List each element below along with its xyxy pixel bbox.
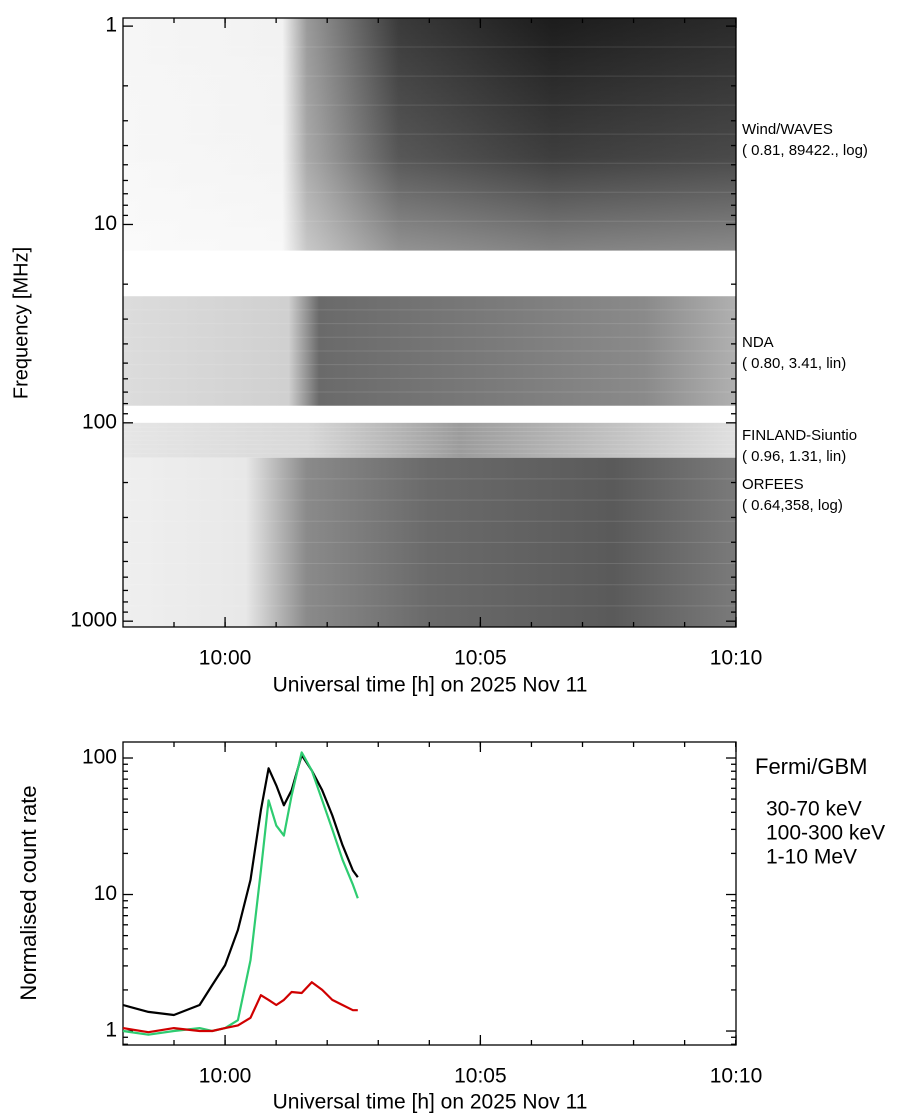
legend-entry: 1-10 MeV: [766, 846, 857, 869]
spectrum-band: [123, 457, 736, 627]
line-chart: 10:00 10:05 10:10 1 10 100: [82, 741, 763, 1088]
x-tick-label: 10:10: [710, 1065, 763, 1088]
legend-title: Fermi/GBM: [755, 754, 867, 779]
x-tick-label: 10:00: [199, 647, 252, 670]
y-tick-label: 10: [94, 212, 117, 235]
series-line: [122, 981, 358, 1034]
band-params: ( 0.96, 1.31, lin): [742, 448, 846, 465]
y-tick-label: 1: [105, 1019, 117, 1042]
spectrogram-axes: 10:00 10:05 10:10 1 10 100 1000: [70, 14, 762, 670]
band-params: ( 0.80, 3.41, lin): [742, 355, 846, 372]
legend-entry: 30-70 keV: [766, 798, 862, 821]
band-label: Wind/WAVES: [742, 121, 833, 138]
y-axis-label: Frequency [MHz]: [10, 247, 32, 399]
y-tick-label: 10: [94, 882, 117, 905]
series-line: [122, 751, 359, 1036]
series-line: [122, 754, 359, 1017]
y-tick-label: 100: [82, 410, 117, 433]
band-label: ORFEES: [742, 476, 804, 493]
plot-frame: [122, 741, 737, 1046]
band-params: ( 0.81, 89422., log): [742, 142, 868, 159]
y-tick-label: 1: [105, 14, 117, 37]
x-tick-label: 10:05: [454, 1065, 507, 1088]
shading: [123, 18, 736, 250]
x-tick-label: 10:10: [710, 647, 763, 670]
x-tick-label: 10:00: [199, 1065, 252, 1088]
band-label: FINLAND-Siuntio: [742, 427, 857, 444]
spectrum-band: [123, 422, 736, 458]
x-axis-label: Universal time [h] on 2025 Nov 11: [273, 674, 588, 697]
y-axis-label: Normalised count rate: [16, 785, 41, 1000]
legend-entry: 100-300 keV: [766, 822, 885, 845]
band-label: NDA: [742, 334, 774, 351]
spectrum-band: [123, 296, 736, 406]
y-tick-label: 100: [82, 746, 117, 769]
x-axis-label: Universal time [h] on 2025 Nov 11: [273, 1091, 588, 1114]
y-tick-label: 1000: [70, 609, 117, 632]
band-params: ( 0.64,358, log): [742, 497, 843, 514]
x-tick-label: 10:05: [454, 647, 507, 670]
